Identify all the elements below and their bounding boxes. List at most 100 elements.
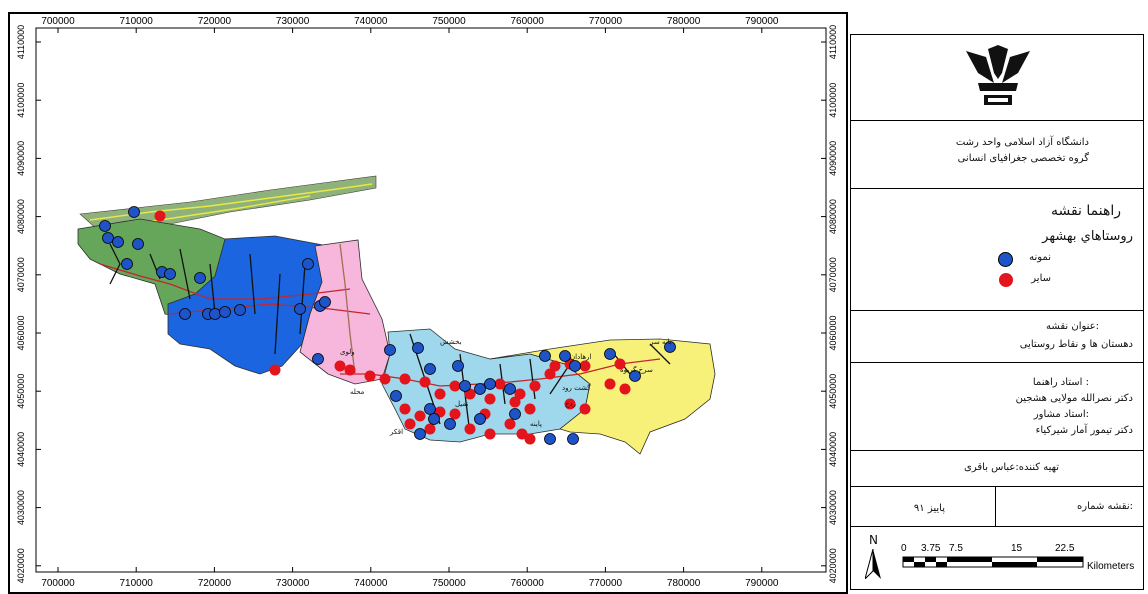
village-point-sample <box>390 390 402 402</box>
legend-other-symbol <box>999 273 1013 287</box>
village-point-sample <box>128 206 140 218</box>
village-label: ﻭﻟﻮﯼ <box>340 348 355 356</box>
village-label: ﮔﺸﺖ ﺭﻭﺩ <box>562 383 591 392</box>
y-tick-label-right: 4070000 <box>828 257 838 292</box>
map-number-section: :نقشه شماره پاییز ۹۱ <box>851 487 1143 527</box>
village-point-other <box>449 380 461 392</box>
village-point-sample <box>604 348 616 360</box>
y-tick-label-right: 4100000 <box>828 83 838 118</box>
village-point-other <box>516 428 528 440</box>
village-point-other <box>464 423 476 435</box>
village-point-other <box>524 433 536 445</box>
scale-section: N 0 3.75 7.5 15 22.5 Kilometers <box>851 527 1143 589</box>
scale-tick-4: 22.5 <box>1055 543 1075 554</box>
village-point-other <box>484 393 496 405</box>
village-point-other <box>434 388 446 400</box>
village-label: ﺑﺎﻧﻪ ﺳﺮ <box>649 338 672 346</box>
map-neatline <box>35 27 827 573</box>
village-point-sample <box>444 418 456 430</box>
map-number-label: :نقشه شماره <box>1077 501 1133 512</box>
x-tick-label-bottom: 770000 <box>589 578 623 589</box>
village-point-other <box>484 428 496 440</box>
legend-other-label: سایر <box>1031 273 1051 284</box>
y-tick-label-left: 4090000 <box>16 141 26 176</box>
y-tick-label-left: 4110000 <box>16 25 26 59</box>
legend-section: راهنما نقشه روستاهاي بهشهر نمونه سایر <box>851 189 1143 311</box>
village-point-other <box>404 418 416 430</box>
village-label: ﺳﺮخ ﮔﺮﯾﻮه <box>620 365 653 374</box>
x-tick-label-top: 770000 <box>589 16 623 27</box>
village-label: ﭘﺎﯾﻨﻪ <box>530 420 542 428</box>
village-point-other <box>524 403 536 415</box>
village-point-other <box>619 383 631 395</box>
village-point-sample <box>424 403 436 415</box>
y-tick-label-left: 4060000 <box>16 315 26 350</box>
village-point-sample <box>509 408 521 420</box>
y-tick-label-right: 4090000 <box>828 141 838 176</box>
village-point-other <box>504 418 516 430</box>
legend-panel: دانشگاه آزاد اسلامی واحد رشت گروه تخصصی … <box>850 34 1144 590</box>
x-tick-label-top: 740000 <box>354 16 388 27</box>
scale-bar: 0 3.75 7.5 15 22.5 Kilometers <box>901 543 1134 572</box>
village-point-sample <box>384 344 396 356</box>
village-label: ﺍﺭﻫﺎﺩﺍﻥ <box>570 353 591 361</box>
village-point-other <box>379 373 391 385</box>
village-point-other <box>364 370 376 382</box>
village-point-other <box>414 410 426 422</box>
x-tick-label-bottom: 730000 <box>276 578 310 589</box>
village-point-sample <box>294 303 306 315</box>
village-point-other <box>549 360 561 372</box>
advisor-label: :استاد مشاور <box>1033 409 1089 420</box>
village-point-sample <box>194 272 206 284</box>
village-point-sample <box>539 350 551 362</box>
village-point-other <box>604 378 616 390</box>
village-point-sample <box>484 378 496 390</box>
university-logo-icon <box>966 45 1030 105</box>
y-tick-label-right: 4040000 <box>828 432 838 467</box>
village-point-sample <box>544 433 556 445</box>
y-tick-label-left: 4100000 <box>16 83 26 118</box>
y-tick-label-right: 4080000 <box>828 199 838 234</box>
village-point-sample <box>629 370 641 382</box>
village-point-other <box>544 368 556 380</box>
village-point-other <box>449 408 461 420</box>
village-point-sample <box>428 413 440 425</box>
village-point-sample <box>459 380 471 392</box>
y-tick-label-left: 4080000 <box>16 199 26 234</box>
village-point-other <box>579 403 591 415</box>
village-label: ﻣﺤﻠﻪ <box>350 388 365 396</box>
scale-tick-1: 3.75 <box>921 543 941 554</box>
y-tick-label-left: 4030000 <box>16 490 26 525</box>
village-point-sample <box>474 413 486 425</box>
village-point-sample <box>112 236 124 248</box>
university-name: دانشگاه آزاد اسلامی واحد رشت <box>955 137 1089 148</box>
village-point-other <box>419 376 431 388</box>
x-tick-label-bottom: 790000 <box>745 578 779 589</box>
x-tick-label-top: 790000 <box>745 16 779 27</box>
village-point-sample <box>121 258 133 270</box>
map-title-label: :عنوان نقشه <box>1046 321 1099 332</box>
village-point-sample <box>164 268 176 280</box>
village-point-other <box>399 373 411 385</box>
village-point-sample <box>319 296 331 308</box>
y-tick-label-right: 4060000 <box>828 315 838 350</box>
village-point-sample <box>302 258 314 270</box>
village-point-sample <box>99 220 111 232</box>
village-point-sample <box>412 342 424 354</box>
village-point-other <box>494 378 506 390</box>
village-point-sample <box>424 363 436 375</box>
scale-tick-3: 15 <box>1011 543 1023 554</box>
village-label: ﺑﺨﺸﺶ <box>440 338 462 346</box>
village-point-sample <box>664 341 676 353</box>
x-tick-label-top: 720000 <box>198 16 232 27</box>
y-tick-label-left: 4050000 <box>16 374 26 409</box>
village-point-other <box>399 403 411 415</box>
village-point-other <box>334 360 346 372</box>
map-frame: 700000 710000 720000 730000 740000 750000 7600… <box>8 12 848 594</box>
department-name: گروه تخصصی جغرافیای انسانی <box>957 153 1089 164</box>
north-letter: N <box>869 533 878 547</box>
village-point-sample <box>559 350 571 362</box>
village-point-sample <box>312 353 324 365</box>
scale-tick-0: 0 <box>901 543 907 554</box>
village-point-other <box>614 358 626 370</box>
